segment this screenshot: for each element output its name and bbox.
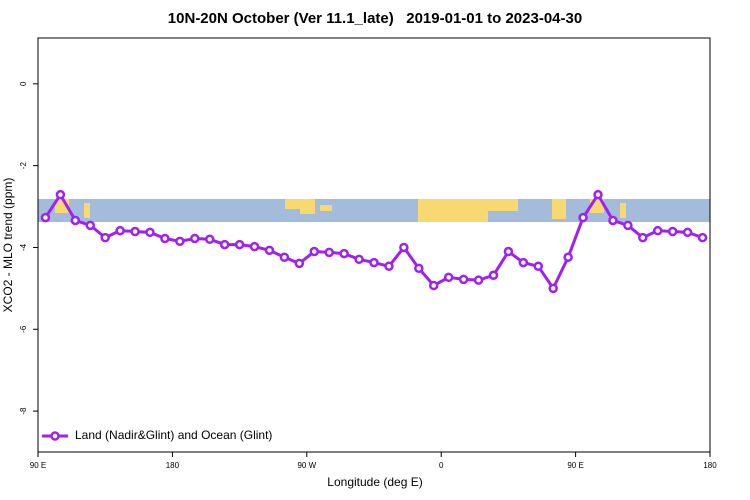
data-point: [638, 232, 648, 243]
data-point: [608, 215, 618, 226]
y-tick-label: -2: [19, 162, 28, 170]
data-point: [85, 220, 96, 231]
data-point: [204, 234, 215, 245]
data-point: [279, 252, 290, 263]
data-point: [100, 232, 110, 243]
data-point: [354, 254, 364, 265]
data-point: [145, 227, 155, 238]
x-tick-label: 90 E: [567, 461, 583, 470]
data-point: [234, 239, 245, 250]
x-tick-label: 90 E: [30, 461, 46, 470]
data-point: [219, 239, 230, 250]
x-axis-label: Longitude (deg E): [327, 475, 422, 489]
data-point: [160, 233, 170, 244]
data-point: [414, 263, 424, 274]
data-point: [697, 232, 708, 243]
data-point: [473, 275, 484, 285]
data-point: [309, 246, 320, 257]
data-point: [458, 274, 469, 285]
y-tick-label: -8: [19, 407, 28, 415]
data-point: [443, 272, 454, 283]
data-point: [533, 261, 544, 272]
data-point: [55, 189, 66, 200]
x-tick-label: 180: [703, 461, 717, 470]
data-point: [503, 246, 514, 257]
x-tick-label: 90 W: [297, 461, 316, 470]
data-point: [115, 225, 125, 236]
x-tick-label: 0: [439, 461, 444, 470]
data-point: [652, 225, 663, 236]
y-tick-label: 0: [19, 81, 28, 86]
data-point: [548, 283, 558, 294]
x-tick-label: 180: [166, 461, 180, 470]
legend-marker: [50, 431, 60, 441]
y-axis-label: XCO2 - MLO trend (ppm): [1, 178, 15, 313]
data-point: [264, 245, 275, 256]
data-point: [175, 236, 185, 247]
data-point: [249, 241, 260, 252]
y-tick-label: -4: [19, 243, 28, 251]
map-strip: [38, 199, 710, 222]
data-point: [339, 248, 349, 259]
chart-title: 10N-20N October (Ver 11.1_late) 2019-01-…: [168, 10, 582, 27]
data-point: [682, 227, 693, 238]
data-point: [294, 258, 305, 269]
data-point: [130, 226, 140, 237]
data-point: [623, 220, 633, 231]
y-tick-label: -6: [19, 325, 28, 333]
data-point: [369, 257, 379, 268]
data-point: [399, 242, 409, 253]
data-point: [70, 215, 81, 226]
data-point: [563, 252, 573, 263]
data-point: [518, 257, 529, 268]
plot-frame: [37, 37, 711, 453]
legend-label: Land (Nadir&Glint) and Ocean (Glint): [75, 428, 272, 442]
data-point: [593, 189, 603, 200]
data-point: [40, 212, 51, 223]
data-point: [578, 212, 588, 223]
data-point: [384, 261, 394, 272]
data-point: [428, 280, 439, 291]
data-point: [190, 233, 200, 244]
data-point: [667, 226, 678, 237]
data-point: [488, 270, 499, 281]
data-point: [324, 247, 334, 258]
